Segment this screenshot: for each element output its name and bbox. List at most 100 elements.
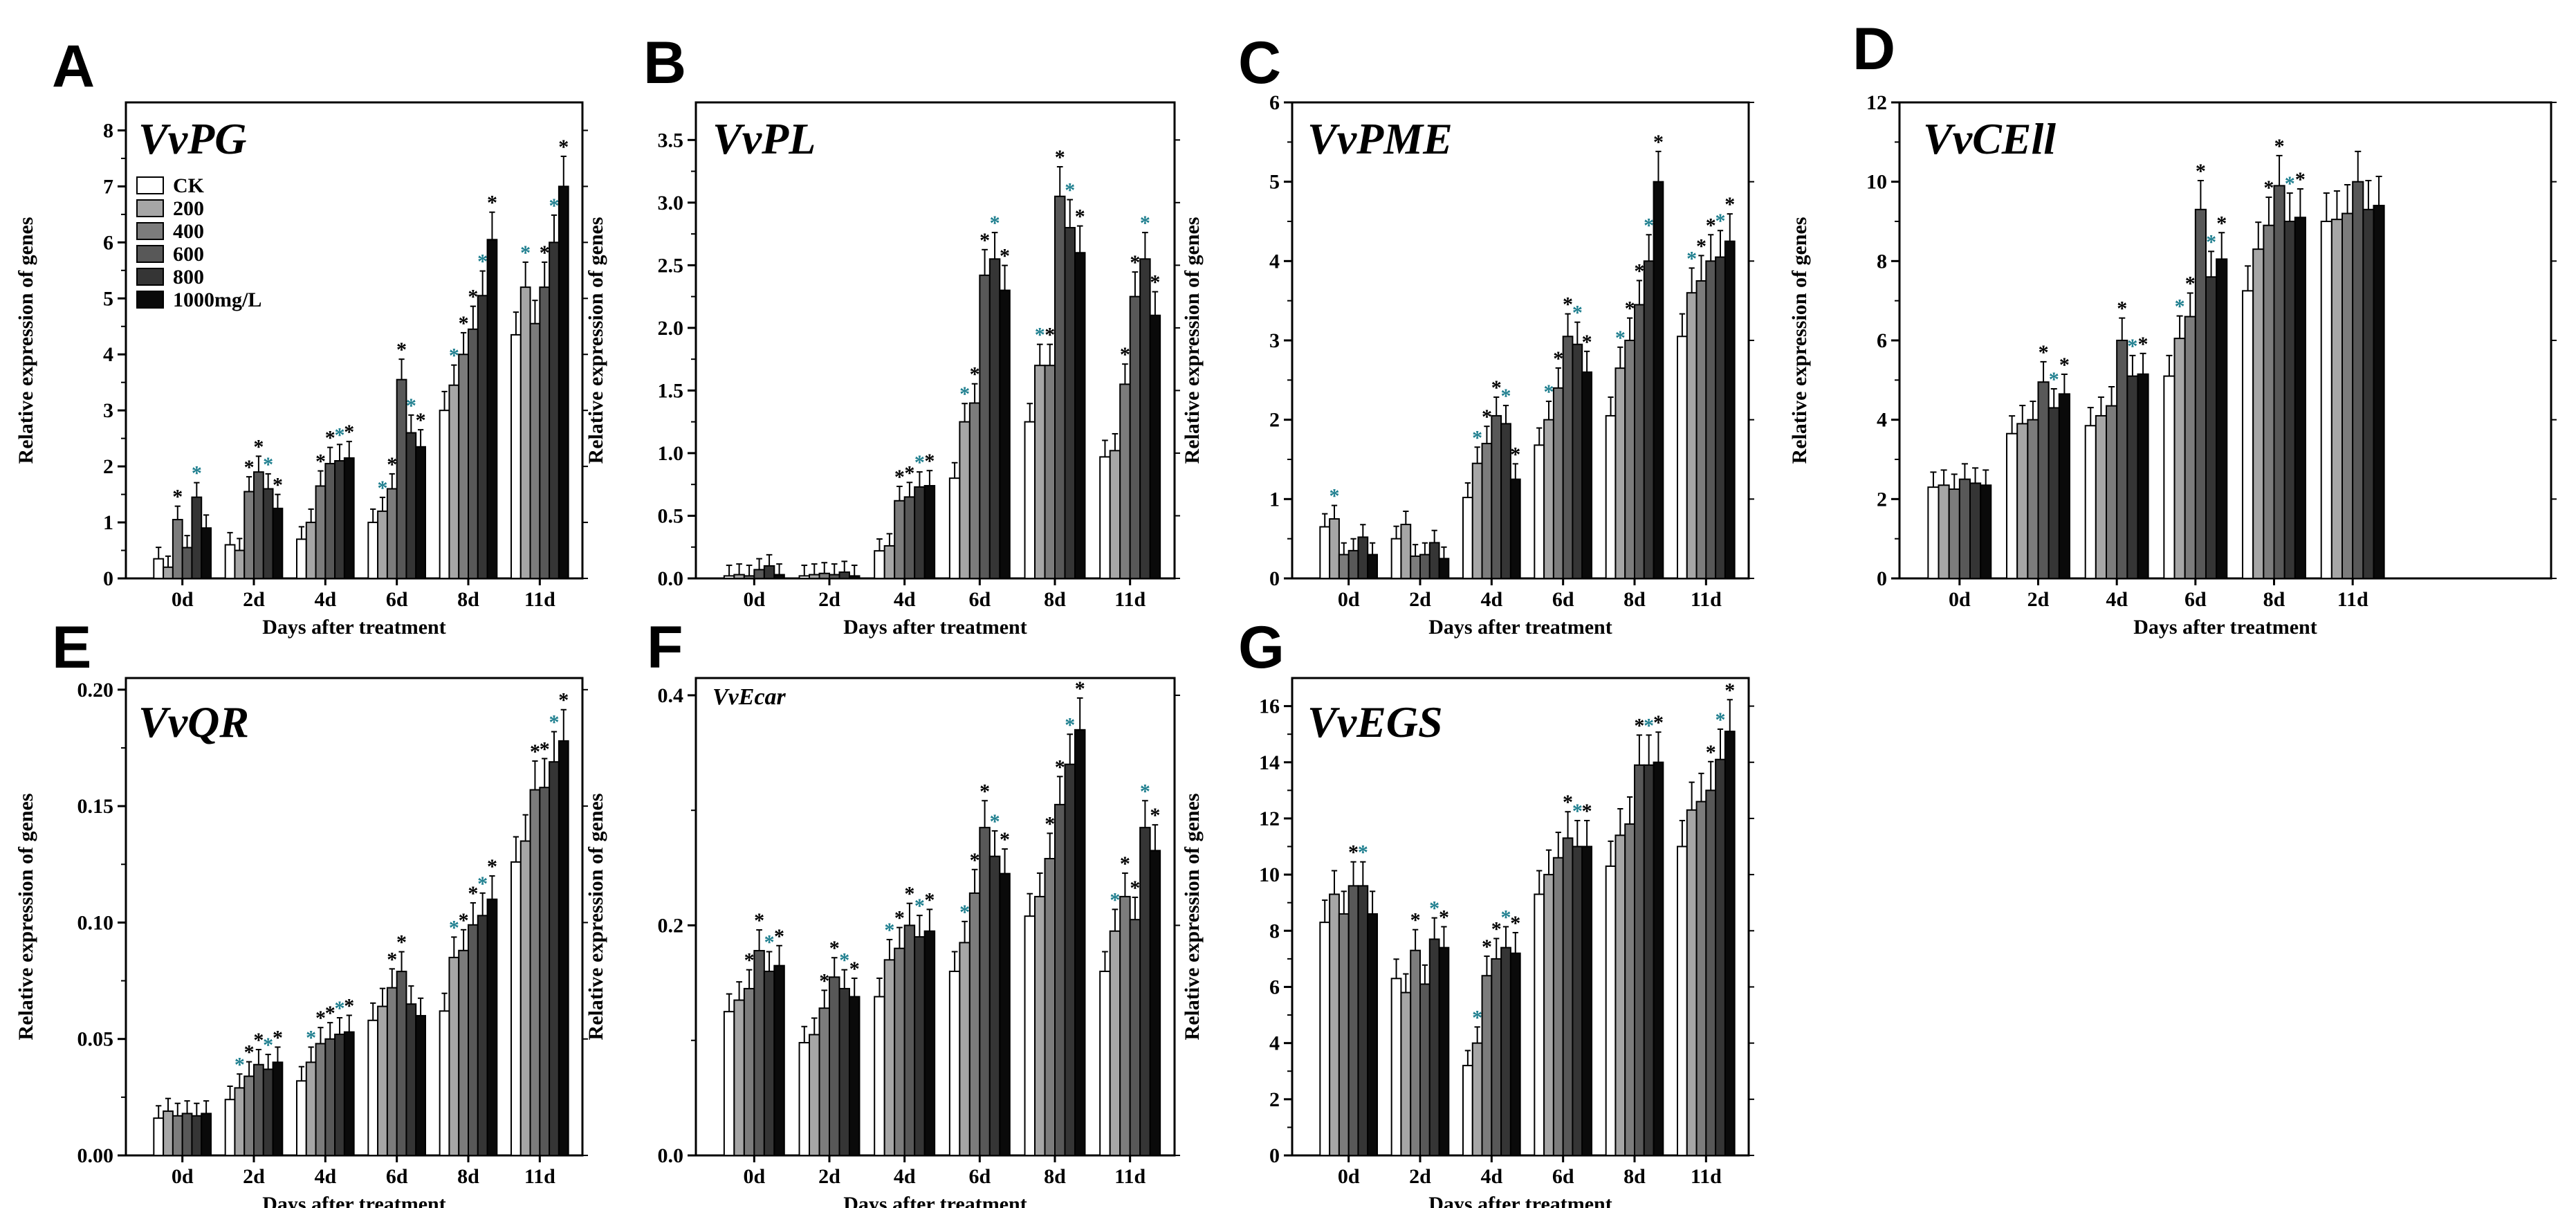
panel-a: A 0 1 2 3 4 5 6 7 8 Relative expression of genes Da… [15,33,588,639]
bar [809,1034,820,1156]
significance-star: * [1634,714,1644,737]
bar [324,463,336,580]
bar [1149,314,1161,579]
bar [848,575,861,580]
significance-star: * [1075,205,1085,228]
y-tick-label: 0 [1269,1144,1280,1167]
bar [1400,524,1412,580]
y-axis-label: Relative expression of genes [1181,217,1204,464]
bar [262,488,274,580]
x-axis-label: Days after treatment [843,616,1027,639]
bar [1129,919,1141,1156]
significance-star: * [829,937,840,960]
bar [1044,365,1056,579]
y-tick-label: 12 [1259,807,1280,830]
significance-star: * [1696,235,1706,257]
bar [903,496,916,580]
x-tick-label: 4d [314,588,336,611]
significance-star: * [459,909,469,932]
y-tick-label: 0.10 [77,911,114,934]
legend-label: 400 [173,220,204,243]
bar [1367,913,1378,1156]
gene-title: VvEGS [1307,697,1443,747]
bar [2320,221,2333,579]
panel-f: F 0.0 0.2 0.4 Relative expression of genes Da… [585,614,1180,1208]
bar [979,274,991,579]
bar [743,987,755,1156]
bar [386,488,398,580]
bar [539,286,551,579]
significance-star: * [520,241,531,264]
significance-star: * [1110,888,1120,911]
significance-star: * [459,312,469,335]
significance-star: * [1140,212,1150,235]
gene-title: VvPG [138,114,246,163]
bar [439,410,450,579]
y-tick-label: 3.5 [658,129,684,152]
bar [439,1010,450,1156]
panel-letter: B [643,30,686,96]
bar [1500,423,1511,580]
significance-star: * [1120,343,1130,366]
bar [1074,252,1086,579]
significance-star: * [1715,210,1726,232]
bar [733,574,745,579]
significance-star: * [344,421,354,443]
bar [1367,553,1378,579]
y-tick-label: 2.5 [658,254,684,277]
bar [968,892,981,1156]
significance-star: * [2196,160,2206,183]
bar [2194,208,2207,579]
significance-star: * [192,462,202,485]
y-tick-label: 4 [1877,409,1887,432]
y-tick-label: 1.0 [658,442,684,465]
y-tick-label: 0.5 [658,504,684,527]
significance-star: * [1482,405,1492,428]
bar [1705,789,1717,1156]
panel-letter: G [1238,614,1285,681]
bar [529,322,541,579]
bar [1410,555,1421,579]
y-axis-label: Relative expression of genes [15,794,37,1041]
bar [1129,295,1141,579]
bar [343,457,355,579]
y-tick-label: 2 [1877,488,1887,511]
bar [2006,432,2018,579]
panel-letter: F [647,614,683,681]
x-tick-label: 4d [894,588,916,611]
significance-star: * [1501,906,1511,928]
bar [723,575,735,580]
bar [262,1068,274,1156]
significance-star: * [477,872,488,895]
bar [224,544,236,580]
bar [2263,224,2275,579]
y-tick-label: 8 [1877,250,1887,273]
bar [1653,761,1664,1156]
bar [377,1005,388,1156]
significance-star: * [468,286,478,309]
bar [2016,423,2029,580]
bar [334,460,345,580]
significance-star: * [315,1007,326,1029]
bar [753,950,765,1157]
bar [2352,181,2364,579]
significance-star: * [335,997,345,1020]
bar [1099,456,1111,580]
y-tick-label: 0.2 [658,914,684,937]
significance-star: * [970,849,980,872]
significance-star: * [530,740,540,763]
panel-e: E 0.00 0.05 0.10 0.15 0.20 Relative expression… [15,614,588,1208]
significance-star: * [2039,341,2049,364]
significance-star: * [1410,909,1421,932]
significance-star: * [1706,741,1716,764]
bar [968,402,981,579]
y-tick-label: 0 [1269,567,1280,590]
y-tick-label: 2 [1269,409,1280,432]
bar [1410,949,1421,1157]
x-tick-label: 6d [968,588,991,611]
bar [201,1113,212,1157]
bar [1054,195,1066,579]
bar [191,1115,203,1157]
y-tick-label: 3 [1269,329,1280,352]
bar [1534,444,1545,579]
